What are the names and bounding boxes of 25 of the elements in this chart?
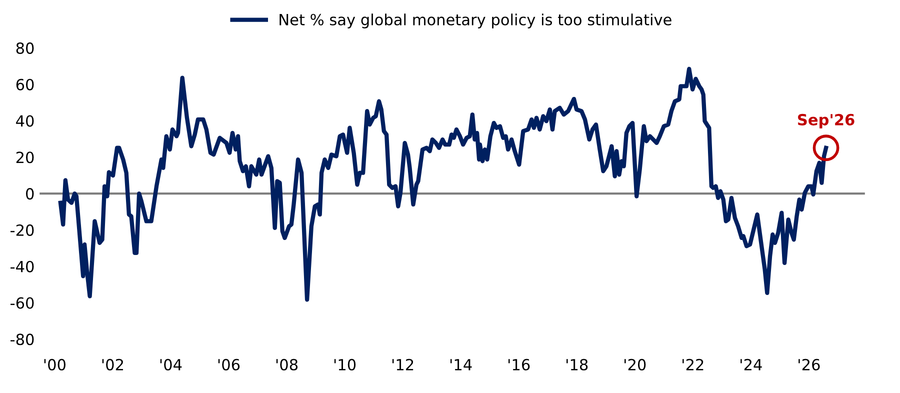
x-tick-label: '18 [566, 358, 588, 370]
x-tick-label: '02 [102, 358, 123, 370]
y-tick-label: 0 [26, 188, 34, 200]
x-tick-label: '22 [682, 358, 704, 370]
y-tick-label: 20 [16, 152, 34, 164]
y-tick-label: 60 [16, 78, 34, 90]
x-tick-label: '20 [624, 358, 646, 370]
y-tick-label: -20 [10, 224, 34, 236]
y-tick-label: -80 [10, 334, 34, 346]
legend-label: Net % say global monetary policy is too stimulative [280, 14, 672, 28]
x-tick-label: '04 [160, 358, 182, 370]
x-tick-label: '10 [334, 358, 356, 370]
x-tick-label: '12 [392, 358, 414, 370]
x-tick-label: '14 [450, 359, 472, 370]
y-tick-label: -40 [10, 260, 34, 272]
y-tick-label: 40 [16, 115, 34, 127]
y-tick-label: 80 [16, 42, 34, 54]
x-tick-label: '06 [218, 358, 240, 370]
x-tick-label: '08 [276, 358, 298, 370]
annotation: Sep'26 [798, 114, 854, 128]
x-tick-label: '26 [798, 358, 820, 370]
x-tick-label: '24 [740, 358, 762, 370]
x-tick-label: '16 [508, 358, 530, 370]
y-tick-label: -60 [10, 297, 34, 309]
x-tick-label: '00 [44, 358, 66, 370]
